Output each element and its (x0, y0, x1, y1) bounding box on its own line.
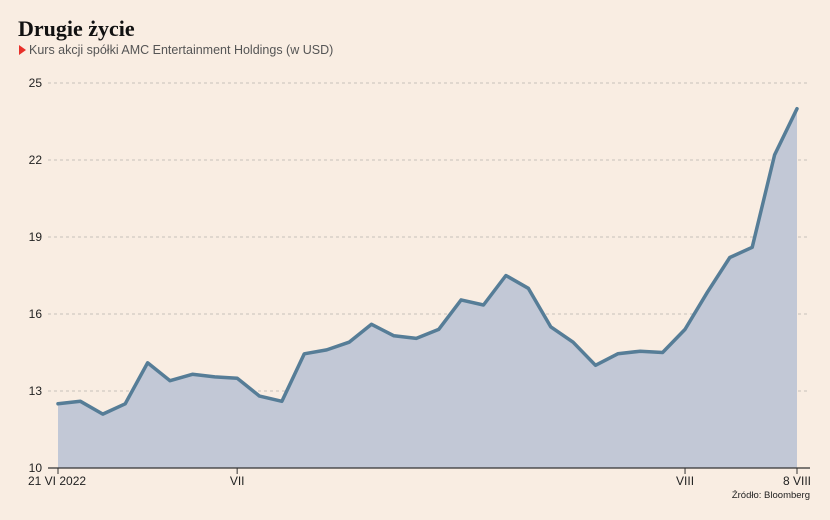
price-line (56, 106, 799, 416)
chart-subtitle: Kurs akcji spółki AMC Entertainment Hold… (19, 43, 333, 57)
y-axis-labels: 10 13 16 19 22 25 (29, 76, 43, 475)
x-tick-label: VII (230, 474, 245, 488)
y-tick-label: 25 (29, 76, 43, 90)
chart-subtitle-text: Kurs akcji spółki AMC Entertainment Hold… (29, 43, 334, 57)
price-area (58, 108, 797, 468)
y-tick-label: 22 (29, 153, 43, 167)
chart-title: Drugie życie (18, 16, 135, 41)
y-tick-label: 13 (29, 384, 43, 398)
y-tick-label: 10 (29, 461, 43, 475)
subtitle-marker-icon (19, 45, 26, 55)
y-tick-label: 16 (29, 307, 43, 321)
x-tick-label: 8 VIII (783, 474, 811, 488)
y-tick-label: 19 (29, 230, 43, 244)
x-tick-label: 21 VI 2022 (28, 474, 86, 488)
source-note: Źródło: Bloomberg (731, 490, 810, 501)
x-tick-label: VIII (676, 474, 694, 488)
x-axis-labels: 21 VI 2022 VII VIII 8 VIII (28, 468, 811, 488)
